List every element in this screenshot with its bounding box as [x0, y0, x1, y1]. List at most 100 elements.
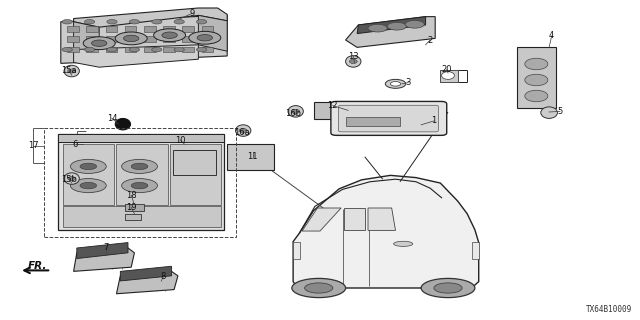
Ellipse shape — [288, 106, 303, 117]
Text: 3: 3 — [406, 78, 411, 87]
Ellipse shape — [122, 159, 157, 173]
Ellipse shape — [349, 60, 357, 63]
Text: 8: 8 — [161, 272, 166, 281]
Ellipse shape — [80, 182, 97, 189]
Text: 10: 10 — [175, 136, 186, 145]
Polygon shape — [74, 8, 227, 27]
Ellipse shape — [64, 65, 79, 77]
Bar — [106, 36, 117, 42]
Ellipse shape — [346, 56, 361, 67]
Polygon shape — [344, 208, 365, 230]
Bar — [125, 36, 136, 42]
Bar — [144, 47, 156, 52]
Ellipse shape — [68, 69, 76, 73]
Ellipse shape — [421, 278, 475, 298]
Ellipse shape — [122, 179, 157, 193]
Text: 13: 13 — [348, 52, 358, 60]
Ellipse shape — [390, 82, 401, 86]
Bar — [202, 47, 213, 52]
Ellipse shape — [62, 47, 72, 52]
Bar — [144, 36, 156, 42]
Ellipse shape — [239, 129, 247, 132]
Polygon shape — [293, 242, 300, 259]
Text: 1: 1 — [431, 116, 436, 125]
Text: 19: 19 — [126, 203, 136, 212]
Ellipse shape — [525, 58, 548, 70]
Polygon shape — [61, 15, 227, 63]
Polygon shape — [170, 144, 221, 205]
Ellipse shape — [124, 35, 139, 42]
Polygon shape — [368, 208, 396, 230]
Bar — [106, 47, 117, 52]
Ellipse shape — [394, 241, 413, 246]
Bar — [163, 36, 175, 42]
Ellipse shape — [115, 118, 131, 130]
Polygon shape — [116, 144, 168, 205]
Bar — [44, 128, 236, 237]
Bar — [125, 26, 136, 32]
FancyBboxPatch shape — [331, 101, 447, 135]
Ellipse shape — [385, 79, 406, 88]
Polygon shape — [293, 175, 479, 291]
Ellipse shape — [129, 47, 140, 52]
Text: 9: 9 — [189, 9, 195, 18]
Ellipse shape — [174, 20, 184, 24]
Polygon shape — [472, 242, 479, 259]
Ellipse shape — [154, 29, 186, 42]
Polygon shape — [517, 47, 556, 108]
Text: 4: 4 — [549, 31, 554, 40]
Ellipse shape — [236, 125, 251, 136]
Ellipse shape — [152, 47, 162, 52]
Ellipse shape — [387, 22, 406, 30]
Ellipse shape — [368, 24, 387, 32]
Ellipse shape — [305, 283, 333, 293]
Bar — [163, 26, 175, 32]
Polygon shape — [58, 134, 224, 142]
Bar — [182, 26, 194, 32]
Bar — [202, 26, 213, 32]
Polygon shape — [77, 243, 128, 259]
Ellipse shape — [196, 20, 207, 24]
Polygon shape — [346, 17, 435, 47]
Ellipse shape — [525, 90, 548, 102]
Polygon shape — [227, 144, 274, 170]
Ellipse shape — [68, 69, 76, 73]
Ellipse shape — [107, 47, 117, 52]
Polygon shape — [198, 15, 227, 51]
Ellipse shape — [131, 163, 148, 170]
Ellipse shape — [525, 74, 548, 86]
Ellipse shape — [349, 60, 357, 63]
Bar — [67, 36, 79, 42]
Ellipse shape — [131, 182, 148, 189]
Text: 7: 7 — [103, 244, 108, 252]
Bar — [125, 47, 136, 52]
Polygon shape — [314, 102, 349, 119]
FancyBboxPatch shape — [339, 105, 438, 132]
Ellipse shape — [80, 163, 97, 170]
Polygon shape — [440, 70, 458, 82]
Text: 20: 20 — [442, 65, 452, 74]
Bar — [182, 47, 194, 52]
Ellipse shape — [292, 109, 300, 113]
Bar — [125, 204, 144, 211]
Ellipse shape — [239, 129, 247, 132]
Ellipse shape — [442, 72, 454, 79]
Ellipse shape — [84, 47, 95, 52]
Ellipse shape — [541, 107, 557, 118]
Ellipse shape — [174, 47, 184, 52]
Bar — [125, 214, 141, 220]
Polygon shape — [63, 206, 221, 227]
Text: 6: 6 — [73, 140, 78, 148]
Ellipse shape — [68, 69, 76, 73]
Ellipse shape — [196, 47, 207, 52]
Ellipse shape — [68, 177, 76, 180]
Text: 11: 11 — [248, 152, 258, 161]
Ellipse shape — [107, 20, 117, 24]
Ellipse shape — [197, 35, 212, 41]
Ellipse shape — [292, 278, 346, 298]
Polygon shape — [74, 45, 198, 67]
Ellipse shape — [129, 20, 140, 24]
Text: 16a: 16a — [234, 128, 250, 137]
Polygon shape — [74, 248, 134, 271]
Ellipse shape — [152, 20, 162, 24]
